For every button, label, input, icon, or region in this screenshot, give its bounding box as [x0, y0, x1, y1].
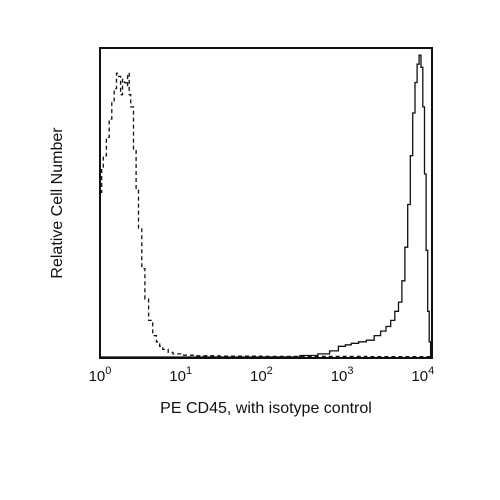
x-axis-title: PE CD45, with isotype control — [160, 400, 372, 417]
series-layer — [100, 54, 432, 358]
series-pe-cd45-line — [100, 54, 432, 358]
y-axis-title: Relative Cell Number — [49, 127, 66, 279]
x-tick-label: 100 — [89, 365, 112, 385]
series-isotype-control-line — [100, 72, 432, 358]
x-tick-label: 102 — [250, 365, 273, 385]
x-tick-labels: 100 101 102 103 104 — [89, 365, 435, 385]
x-tick-label: 104 — [411, 365, 434, 385]
plot-frame — [99, 47, 433, 359]
x-tick-label: 103 — [331, 365, 354, 385]
x-tick-label: 101 — [169, 365, 192, 385]
